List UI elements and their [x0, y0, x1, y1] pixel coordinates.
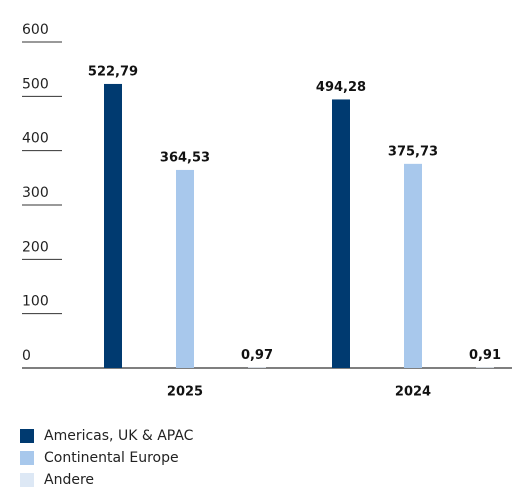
value-label: 364,53 [160, 150, 210, 165]
bar [104, 84, 122, 368]
value-label: 494,28 [316, 80, 366, 95]
bar [176, 170, 194, 368]
y-tick-label: 500 [22, 76, 49, 92]
value-label: 522,79 [88, 64, 138, 79]
y-tick-label: 200 [22, 239, 49, 255]
y-tick-label: 300 [22, 185, 49, 201]
y-tick-label: 600 [22, 22, 49, 38]
value-label: 0,97 [241, 348, 273, 363]
legend-label: Americas, UK & APAC [44, 428, 194, 444]
legend-swatch [20, 473, 34, 487]
y-tick-label: 400 [22, 131, 49, 147]
legend-label: Andere [44, 472, 94, 488]
legend-swatch [20, 429, 34, 443]
y-tick-label: 100 [22, 294, 49, 310]
bar [248, 367, 266, 368]
x-tick-label: 2025 [167, 385, 203, 400]
legend-label: Continental Europe [44, 450, 179, 466]
value-label: 375,73 [388, 144, 438, 159]
x-tick-label: 2024 [395, 385, 431, 400]
legend-swatch [20, 451, 34, 465]
bar [404, 164, 422, 368]
y-tick-label: 0 [22, 348, 31, 364]
bar [332, 99, 350, 368]
value-label: 0,91 [469, 348, 501, 363]
